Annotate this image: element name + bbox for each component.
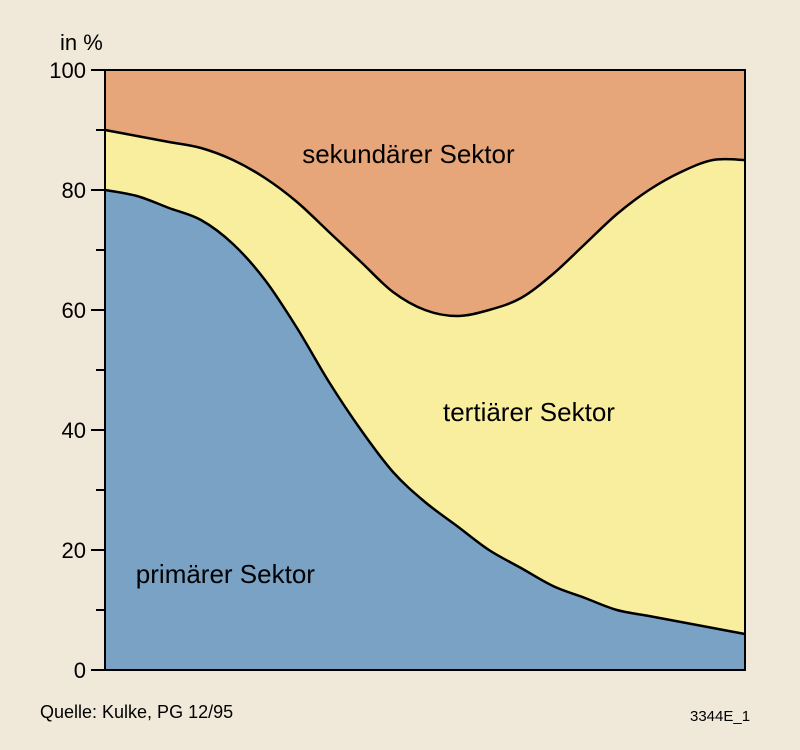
primary-sector-label: primärer Sektor [136, 559, 315, 590]
y-tick-label: 0 [36, 658, 86, 684]
source-text: Quelle: Kulke, PG 12/95 [40, 702, 233, 723]
sector-area-chart [0, 0, 800, 750]
y-axis-label: in % [60, 30, 103, 56]
y-tick-label: 20 [36, 538, 86, 564]
secondary-sector-label: sekundärer Sektor [302, 139, 514, 170]
y-tick-label: 60 [36, 298, 86, 324]
tertiary-sector-label: tertiärer Sektor [443, 397, 615, 428]
y-tick-label: 40 [36, 418, 86, 444]
y-tick-label: 100 [36, 58, 86, 84]
y-tick-label: 80 [36, 178, 86, 204]
figure-id: 3344E_1 [690, 708, 750, 725]
